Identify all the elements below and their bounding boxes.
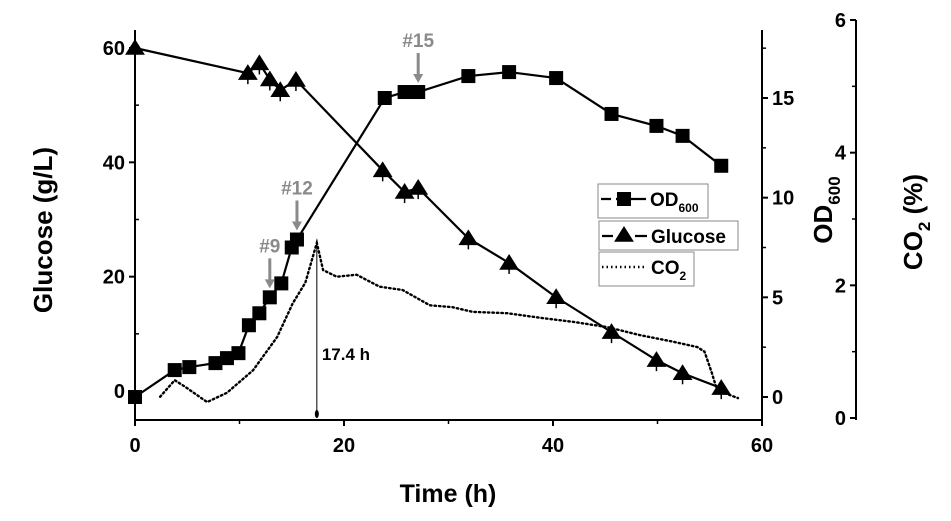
od600-point xyxy=(377,91,392,105)
co2-tick-label: 4 xyxy=(835,143,847,165)
od-axis-title-main: OD xyxy=(808,205,838,244)
od600-point xyxy=(604,106,619,121)
od600-point xyxy=(411,85,426,100)
legend-label: Glucose xyxy=(651,227,726,248)
series-glucose xyxy=(125,39,732,400)
od600-point xyxy=(241,318,256,333)
od600-point xyxy=(649,118,664,133)
glucose-point xyxy=(270,81,291,98)
co2-axis-title-unit: (%) xyxy=(898,174,928,222)
x-axis-title: Time (h) xyxy=(400,480,497,508)
od600-point xyxy=(219,351,234,366)
od-tick-label: 0 xyxy=(772,387,783,409)
series-od600 xyxy=(128,65,729,404)
glucose-tick-label: 0 xyxy=(114,381,125,403)
od600-point xyxy=(714,158,729,173)
od600-point xyxy=(252,306,267,321)
od-axis-title-sub: 600 xyxy=(825,176,844,204)
x-tick-label: 40 xyxy=(542,435,564,457)
legend-square-marker xyxy=(617,192,631,206)
od600-point xyxy=(167,363,182,378)
od600-point xyxy=(675,128,690,143)
od600-point xyxy=(262,290,277,305)
od600-point xyxy=(128,390,142,404)
od600-point xyxy=(549,71,564,86)
legend-item-glucose: Glucose xyxy=(598,220,739,251)
co2-axis-title-sub: 2 xyxy=(915,222,934,231)
glucose-tick-label: 40 xyxy=(103,152,125,174)
co2-tick-label: 2 xyxy=(835,275,846,297)
od600-point xyxy=(461,69,476,84)
annotation-label: #12 xyxy=(281,179,313,200)
glucose-axis-title: Glucose (g/L) xyxy=(28,147,58,313)
glucose-point xyxy=(672,364,693,381)
glucose-point xyxy=(601,323,622,339)
od600-point xyxy=(182,360,197,375)
series-co2 xyxy=(158,238,740,404)
legend-triangle-marker xyxy=(614,226,634,242)
x-tick-label: 60 xyxy=(751,435,773,457)
od-tick-label: 15 xyxy=(772,88,794,110)
legend-box xyxy=(598,251,695,287)
glucose-point xyxy=(408,179,429,195)
annotation-arrowhead xyxy=(264,279,275,289)
annotation-label: #15 xyxy=(402,31,434,52)
legend-label: OD600 xyxy=(650,190,699,215)
co2-axis-title: CO2 (%) xyxy=(898,174,934,270)
legend-item-od600: OD600 xyxy=(597,183,709,219)
legend-label: CO2 xyxy=(651,258,687,283)
od-axis-title: OD600 xyxy=(808,176,844,243)
glucose-point xyxy=(499,253,520,270)
od600-point xyxy=(231,346,246,361)
od-tick-label: 10 xyxy=(772,188,794,210)
legend-label-main: CO xyxy=(651,258,680,279)
od-tick-label: 5 xyxy=(772,287,783,309)
legend-dash-gap xyxy=(611,197,616,201)
peak-label: 17.4 h xyxy=(322,345,370,364)
glucose-point xyxy=(458,229,479,246)
legend-label-sub: 2 xyxy=(680,269,687,283)
co2-tick-label: 6 xyxy=(835,10,846,32)
legend-label-main: Glucose xyxy=(651,227,726,248)
glucose-point xyxy=(125,39,145,55)
legend-label-main: OD xyxy=(650,190,679,211)
glucose-tick-label: 20 xyxy=(103,267,125,289)
legend-item-co2: CO2 xyxy=(598,251,695,287)
glucose-point xyxy=(394,183,415,199)
legend: OD600 Glucose CO2 xyxy=(597,183,739,287)
x-tick-label: 0 xyxy=(129,435,140,457)
annotation-label: #9 xyxy=(259,236,280,257)
glucose-point xyxy=(372,161,393,178)
co2-axis-title-main: CO xyxy=(898,231,928,270)
od600-point xyxy=(397,85,412,100)
series-line-co2 xyxy=(158,238,740,404)
od600-point xyxy=(208,356,223,371)
glucose-tick-label: 60 xyxy=(103,38,125,60)
glucose-point xyxy=(249,54,270,71)
annotation-arrowhead xyxy=(291,221,302,231)
peak-marker-dot xyxy=(314,410,319,418)
od600-point xyxy=(502,65,517,80)
co2-tick-label: 0 xyxy=(835,408,846,430)
glucose-point xyxy=(259,70,280,87)
legend-box xyxy=(597,183,709,219)
od600-point xyxy=(289,232,304,247)
glucose-point xyxy=(646,351,667,367)
legend-label-sub: 600 xyxy=(679,201,699,215)
glucose-point xyxy=(546,288,567,304)
glucose-point xyxy=(286,71,306,87)
x-tick-label: 20 xyxy=(333,435,355,457)
od600-point xyxy=(274,276,289,291)
glucose-point xyxy=(237,64,258,80)
annotation-arrowhead xyxy=(413,74,424,84)
